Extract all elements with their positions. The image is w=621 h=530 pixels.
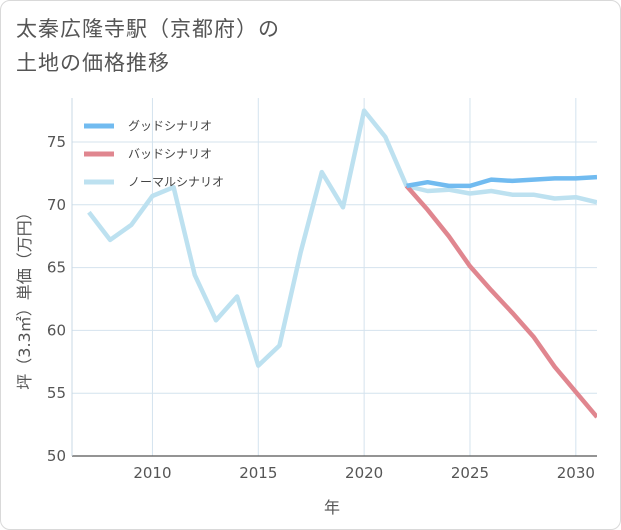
chart-title-line1: 太秦広隆寺駅（京都府）の	[16, 17, 280, 41]
series-line-1	[404, 184, 597, 419]
series-line-0	[406, 174, 597, 189]
x-axis-title: 年	[324, 498, 340, 517]
y-tick-label: 75	[47, 133, 66, 151]
chart-title-line2: 土地の価格推移	[16, 51, 170, 75]
y-tick-label: 70	[47, 196, 66, 214]
series-lines	[87, 108, 597, 419]
chart-title: 太秦広隆寺駅（京都府）の 土地の価格推移	[16, 12, 576, 80]
y-tick-label: 50	[47, 447, 66, 465]
x-tick-label: 2025	[451, 464, 489, 482]
legend-label: グッドシナリオ	[128, 119, 212, 133]
y-tick-label: 55	[47, 384, 66, 402]
x-tick-label: 2015	[239, 464, 277, 482]
y-tick-label: 65	[47, 259, 66, 277]
y-tick-label: 60	[47, 321, 66, 339]
x-tick-label: 2010	[133, 464, 171, 482]
legend-label: ノーマルシナリオ	[128, 175, 224, 189]
legend-label: バッドシナリオ	[128, 147, 212, 161]
x-tick-label: 2030	[557, 464, 595, 482]
y-axis-title: 坪（3.3㎡）単価（万円）	[15, 204, 34, 389]
x-tick-label: 2020	[345, 464, 383, 482]
axes: 50 55 60 65 70 75 2010 2015 2020 2025 2030	[47, 98, 597, 482]
series-line-2	[87, 108, 597, 368]
